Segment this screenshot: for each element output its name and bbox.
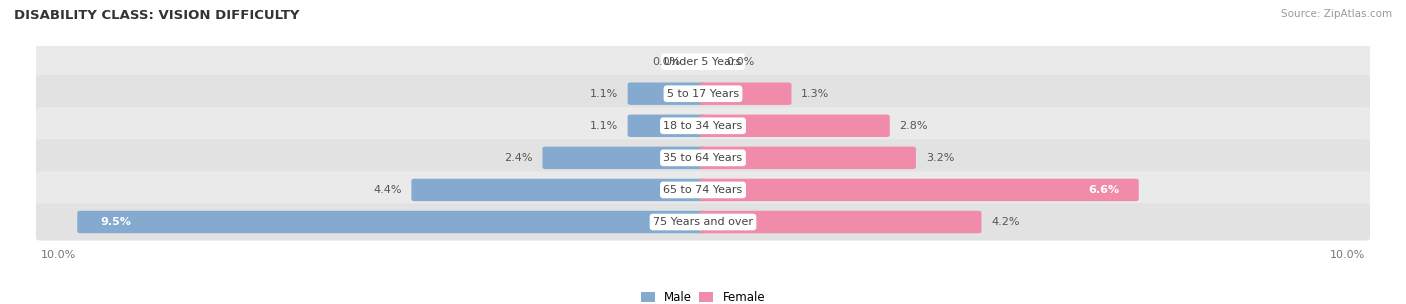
Text: 2.4%: 2.4% bbox=[505, 153, 533, 163]
FancyBboxPatch shape bbox=[700, 211, 981, 233]
Text: 9.5%: 9.5% bbox=[100, 217, 131, 227]
Text: 3.2%: 3.2% bbox=[925, 153, 955, 163]
FancyBboxPatch shape bbox=[412, 179, 706, 201]
FancyBboxPatch shape bbox=[700, 82, 792, 105]
FancyBboxPatch shape bbox=[37, 171, 1369, 209]
FancyBboxPatch shape bbox=[543, 147, 706, 169]
FancyBboxPatch shape bbox=[77, 211, 706, 233]
FancyBboxPatch shape bbox=[700, 115, 890, 137]
Text: 65 to 74 Years: 65 to 74 Years bbox=[664, 185, 742, 195]
Text: 0.0%: 0.0% bbox=[652, 57, 681, 67]
Text: 10.0%: 10.0% bbox=[41, 250, 76, 260]
FancyBboxPatch shape bbox=[700, 147, 915, 169]
Text: 6.6%: 6.6% bbox=[1088, 185, 1119, 195]
FancyBboxPatch shape bbox=[627, 82, 706, 105]
Text: 4.2%: 4.2% bbox=[991, 217, 1019, 227]
Text: Under 5 Years: Under 5 Years bbox=[665, 57, 741, 67]
Text: 2.8%: 2.8% bbox=[900, 121, 928, 131]
Text: 5 to 17 Years: 5 to 17 Years bbox=[666, 89, 740, 99]
Text: 4.4%: 4.4% bbox=[373, 185, 402, 195]
Text: DISABILITY CLASS: VISION DIFFICULTY: DISABILITY CLASS: VISION DIFFICULTY bbox=[14, 9, 299, 22]
FancyBboxPatch shape bbox=[37, 43, 1369, 80]
FancyBboxPatch shape bbox=[37, 107, 1369, 144]
Text: 1.1%: 1.1% bbox=[589, 121, 617, 131]
Legend: Male, Female: Male, Female bbox=[636, 286, 770, 304]
FancyBboxPatch shape bbox=[37, 203, 1369, 241]
Text: Source: ZipAtlas.com: Source: ZipAtlas.com bbox=[1281, 9, 1392, 19]
FancyBboxPatch shape bbox=[700, 179, 1139, 201]
Text: 1.3%: 1.3% bbox=[801, 89, 830, 99]
Text: 75 Years and over: 75 Years and over bbox=[652, 217, 754, 227]
Text: 10.0%: 10.0% bbox=[1330, 250, 1365, 260]
Text: 1.1%: 1.1% bbox=[589, 89, 617, 99]
Text: 35 to 64 Years: 35 to 64 Years bbox=[664, 153, 742, 163]
Text: 18 to 34 Years: 18 to 34 Years bbox=[664, 121, 742, 131]
FancyBboxPatch shape bbox=[37, 139, 1369, 176]
FancyBboxPatch shape bbox=[37, 75, 1369, 112]
FancyBboxPatch shape bbox=[627, 115, 706, 137]
Text: 0.0%: 0.0% bbox=[725, 57, 754, 67]
